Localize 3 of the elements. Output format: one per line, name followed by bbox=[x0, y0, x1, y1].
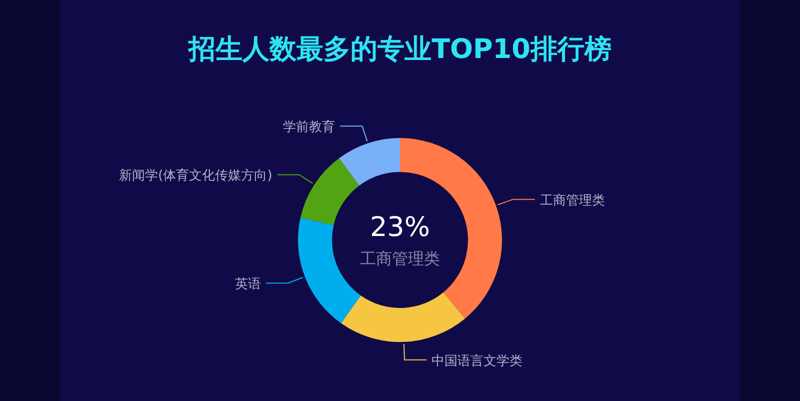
center-label: 工商管理类 bbox=[360, 249, 440, 268]
title: 招生人数最多的专业TOP10排行榜 bbox=[188, 34, 612, 65]
center-value: 23% bbox=[370, 212, 430, 243]
